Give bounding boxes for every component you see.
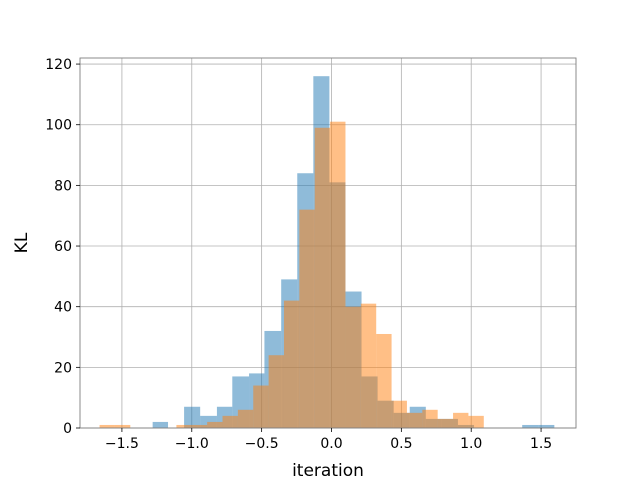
histogram-bar-series-1 (184, 406, 201, 428)
histogram-bar-series-2 (345, 306, 361, 428)
histogram-bar-series-2 (468, 415, 484, 428)
histogram-bar-series-1 (152, 421, 169, 428)
histogram-bar-series-2 (99, 424, 115, 428)
y-tick-label: 80 (54, 178, 72, 194)
histogram-bar-series-2 (453, 412, 469, 428)
histogram-bar-series-2 (191, 424, 208, 428)
y-tick-label: 100 (45, 118, 72, 134)
histogram-bar-series-2 (237, 409, 254, 428)
x-tick-label: 0.5 (390, 436, 412, 452)
x-tick-label: −0.5 (245, 436, 279, 452)
histogram-bar-series-2 (391, 400, 407, 428)
histogram-bar-series-2 (207, 421, 223, 428)
histogram-bar-series-2 (268, 355, 284, 428)
y-tick-label: 40 (54, 300, 72, 316)
y-tick-label: 120 (45, 57, 72, 73)
histogram-bar-series-2 (376, 333, 392, 428)
x-tick-label: 1.0 (460, 436, 482, 452)
x-axis-label: iteration (292, 461, 364, 480)
histogram-bar-series-2 (360, 303, 377, 428)
histogram-bar-series-2 (299, 209, 315, 428)
y-tick-label: 60 (54, 239, 72, 255)
axis-ticks: −1.5 −1.0 −0.5 0.0 0.5 1.0 1.5 0 20 40 60 80 100 120 (45, 57, 552, 452)
histogram-bar-series-2 (330, 121, 346, 428)
histogram-bar-series-2 (422, 409, 438, 428)
plot-frame (79, 57, 577, 429)
y-axis-label: KL (12, 232, 32, 253)
histogram-bar-series-1 (538, 424, 555, 428)
histogram-bar-series-2 (406, 412, 423, 428)
y-tick-label: 0 (63, 421, 72, 437)
histogram-bar-series-2 (314, 127, 331, 429)
histogram-bar-series-2 (283, 300, 300, 428)
x-tick-label: −1.0 (175, 436, 209, 452)
histogram-bars (99, 76, 555, 429)
histogram-bar-series-2 (222, 415, 238, 428)
histogram-bar-series-1 (522, 424, 539, 428)
x-tick-label: 1.5 (530, 436, 552, 452)
histogram-bar-series-2 (114, 424, 131, 428)
x-tick-label: 0.0 (320, 436, 342, 452)
histogram-bar-series-2 (253, 385, 269, 428)
histogram-bar-series-2 (437, 418, 454, 428)
y-tick-label: 20 (54, 360, 72, 376)
histogram-bar-series-2 (176, 424, 192, 428)
x-tick-label: −1.5 (105, 436, 139, 452)
